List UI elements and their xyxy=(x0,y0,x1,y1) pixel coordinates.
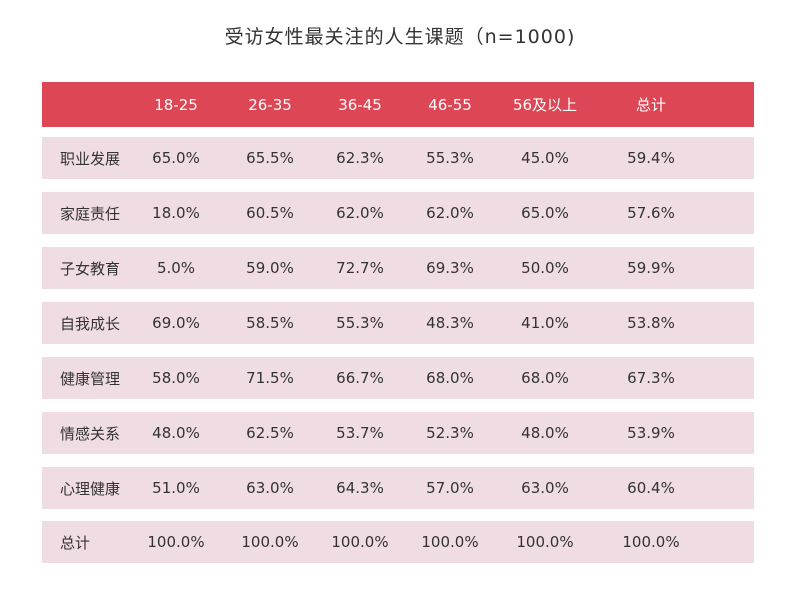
table-cell: 59.4% xyxy=(627,149,675,167)
table-cell: 63.0% xyxy=(246,479,294,497)
table-cell: 62.0% xyxy=(426,204,474,222)
table-cell: 65.0% xyxy=(152,149,200,167)
table-cell: 68.0% xyxy=(426,369,474,387)
table-cell: 100.0% xyxy=(622,533,680,551)
table-cell: 53.7% xyxy=(336,424,384,442)
table-cell: 100.0% xyxy=(331,533,389,551)
row-label: 心理健康 xyxy=(60,479,121,498)
table-row: 情感关系 48.0% 62.5% 53.7% 52.3% 48.0% 53.9% xyxy=(42,412,754,454)
table-cell: 100.0% xyxy=(241,533,299,551)
table-cell: 51.0% xyxy=(152,479,200,497)
table-header-row: 18-25 26-35 36-45 46-55 56及以上 总计 xyxy=(42,82,754,127)
table-cell: 100.0% xyxy=(516,533,574,551)
table-cell: 18.0% xyxy=(152,204,200,222)
column-header: 56及以上 xyxy=(512,96,578,114)
table-row: 总计 100.0% 100.0% 100.0% 100.0% 100.0% 100.0% xyxy=(42,521,754,563)
row-label: 职业发展 xyxy=(60,149,121,168)
table-row: 子女教育 5.0% 59.0% 72.7% 69.3% 50.0% 59.9% xyxy=(42,247,754,289)
row-label: 子女教育 xyxy=(60,259,121,278)
table-cell: 41.0% xyxy=(521,314,569,332)
table-cell: 5.0% xyxy=(156,259,196,277)
table-cell: 57.6% xyxy=(627,204,675,222)
table-cell: 59.0% xyxy=(246,259,294,277)
column-header: 总计 xyxy=(635,96,666,114)
table-cell: 45.0% xyxy=(521,149,569,167)
table-cell: 48.3% xyxy=(426,314,474,332)
table-cell: 69.0% xyxy=(152,314,200,332)
table-cell: 60.5% xyxy=(246,204,294,222)
row-label: 总计 xyxy=(60,533,91,552)
table-cell: 53.8% xyxy=(627,314,675,332)
table-cell: 60.4% xyxy=(627,479,675,497)
table-cell: 57.0% xyxy=(426,479,474,497)
table-cell: 72.7% xyxy=(336,259,384,277)
table-cell: 63.0% xyxy=(521,479,569,497)
table-cell: 68.0% xyxy=(521,369,569,387)
column-header: 26-35 xyxy=(248,95,292,114)
table-row: 健康管理 58.0% 71.5% 66.7% 68.0% 68.0% 67.3% xyxy=(42,357,754,399)
table-cell: 69.3% xyxy=(426,259,474,277)
table-cell: 66.7% xyxy=(336,369,384,387)
row-label: 自我成长 xyxy=(60,314,121,333)
table-cell: 52.3% xyxy=(426,424,474,442)
table-cell: 48.0% xyxy=(152,424,200,442)
table-row: 自我成长 69.0% 58.5% 55.3% 48.3% 41.0% 53.8% xyxy=(42,302,754,344)
row-label: 健康管理 xyxy=(60,369,121,388)
row-label: 家庭责任 xyxy=(60,204,121,223)
table-cell: 58.0% xyxy=(152,369,200,387)
table-cell: 55.3% xyxy=(426,149,474,167)
table-cell: 65.5% xyxy=(246,149,294,167)
table-cell: 50.0% xyxy=(521,259,569,277)
table-cell: 53.9% xyxy=(627,424,675,442)
table-cell: 71.5% xyxy=(246,369,294,387)
table-cell: 55.3% xyxy=(336,314,384,332)
table-cell: 59.9% xyxy=(627,259,675,277)
table-cell: 100.0% xyxy=(147,533,205,551)
column-header: 36-45 xyxy=(338,95,382,114)
column-header: 18-25 xyxy=(154,95,198,114)
table-cell: 65.0% xyxy=(521,204,569,222)
table-cell: 58.5% xyxy=(246,314,294,332)
table-cell: 48.0% xyxy=(521,424,569,442)
table-cell: 62.0% xyxy=(336,204,384,222)
column-header: 46-55 xyxy=(428,95,472,114)
table-row: 家庭责任 18.0% 60.5% 62.0% 62.0% 65.0% 57.6% xyxy=(42,192,754,234)
table-row: 职业发展 65.0% 65.5% 62.3% 55.3% 45.0% 59.4% xyxy=(42,137,754,179)
table-cell: 64.3% xyxy=(336,479,384,497)
table-cell: 67.3% xyxy=(627,369,675,387)
table-cell: 100.0% xyxy=(421,533,479,551)
table-row: 心理健康 51.0% 63.0% 64.3% 57.0% 63.0% 60.4% xyxy=(42,467,754,509)
table-cell: 62.3% xyxy=(336,149,384,167)
table-cell: 62.5% xyxy=(246,424,294,442)
row-label: 情感关系 xyxy=(60,424,121,443)
chart-title: 受访女性最关注的人生课题（n=1000) xyxy=(224,26,576,48)
